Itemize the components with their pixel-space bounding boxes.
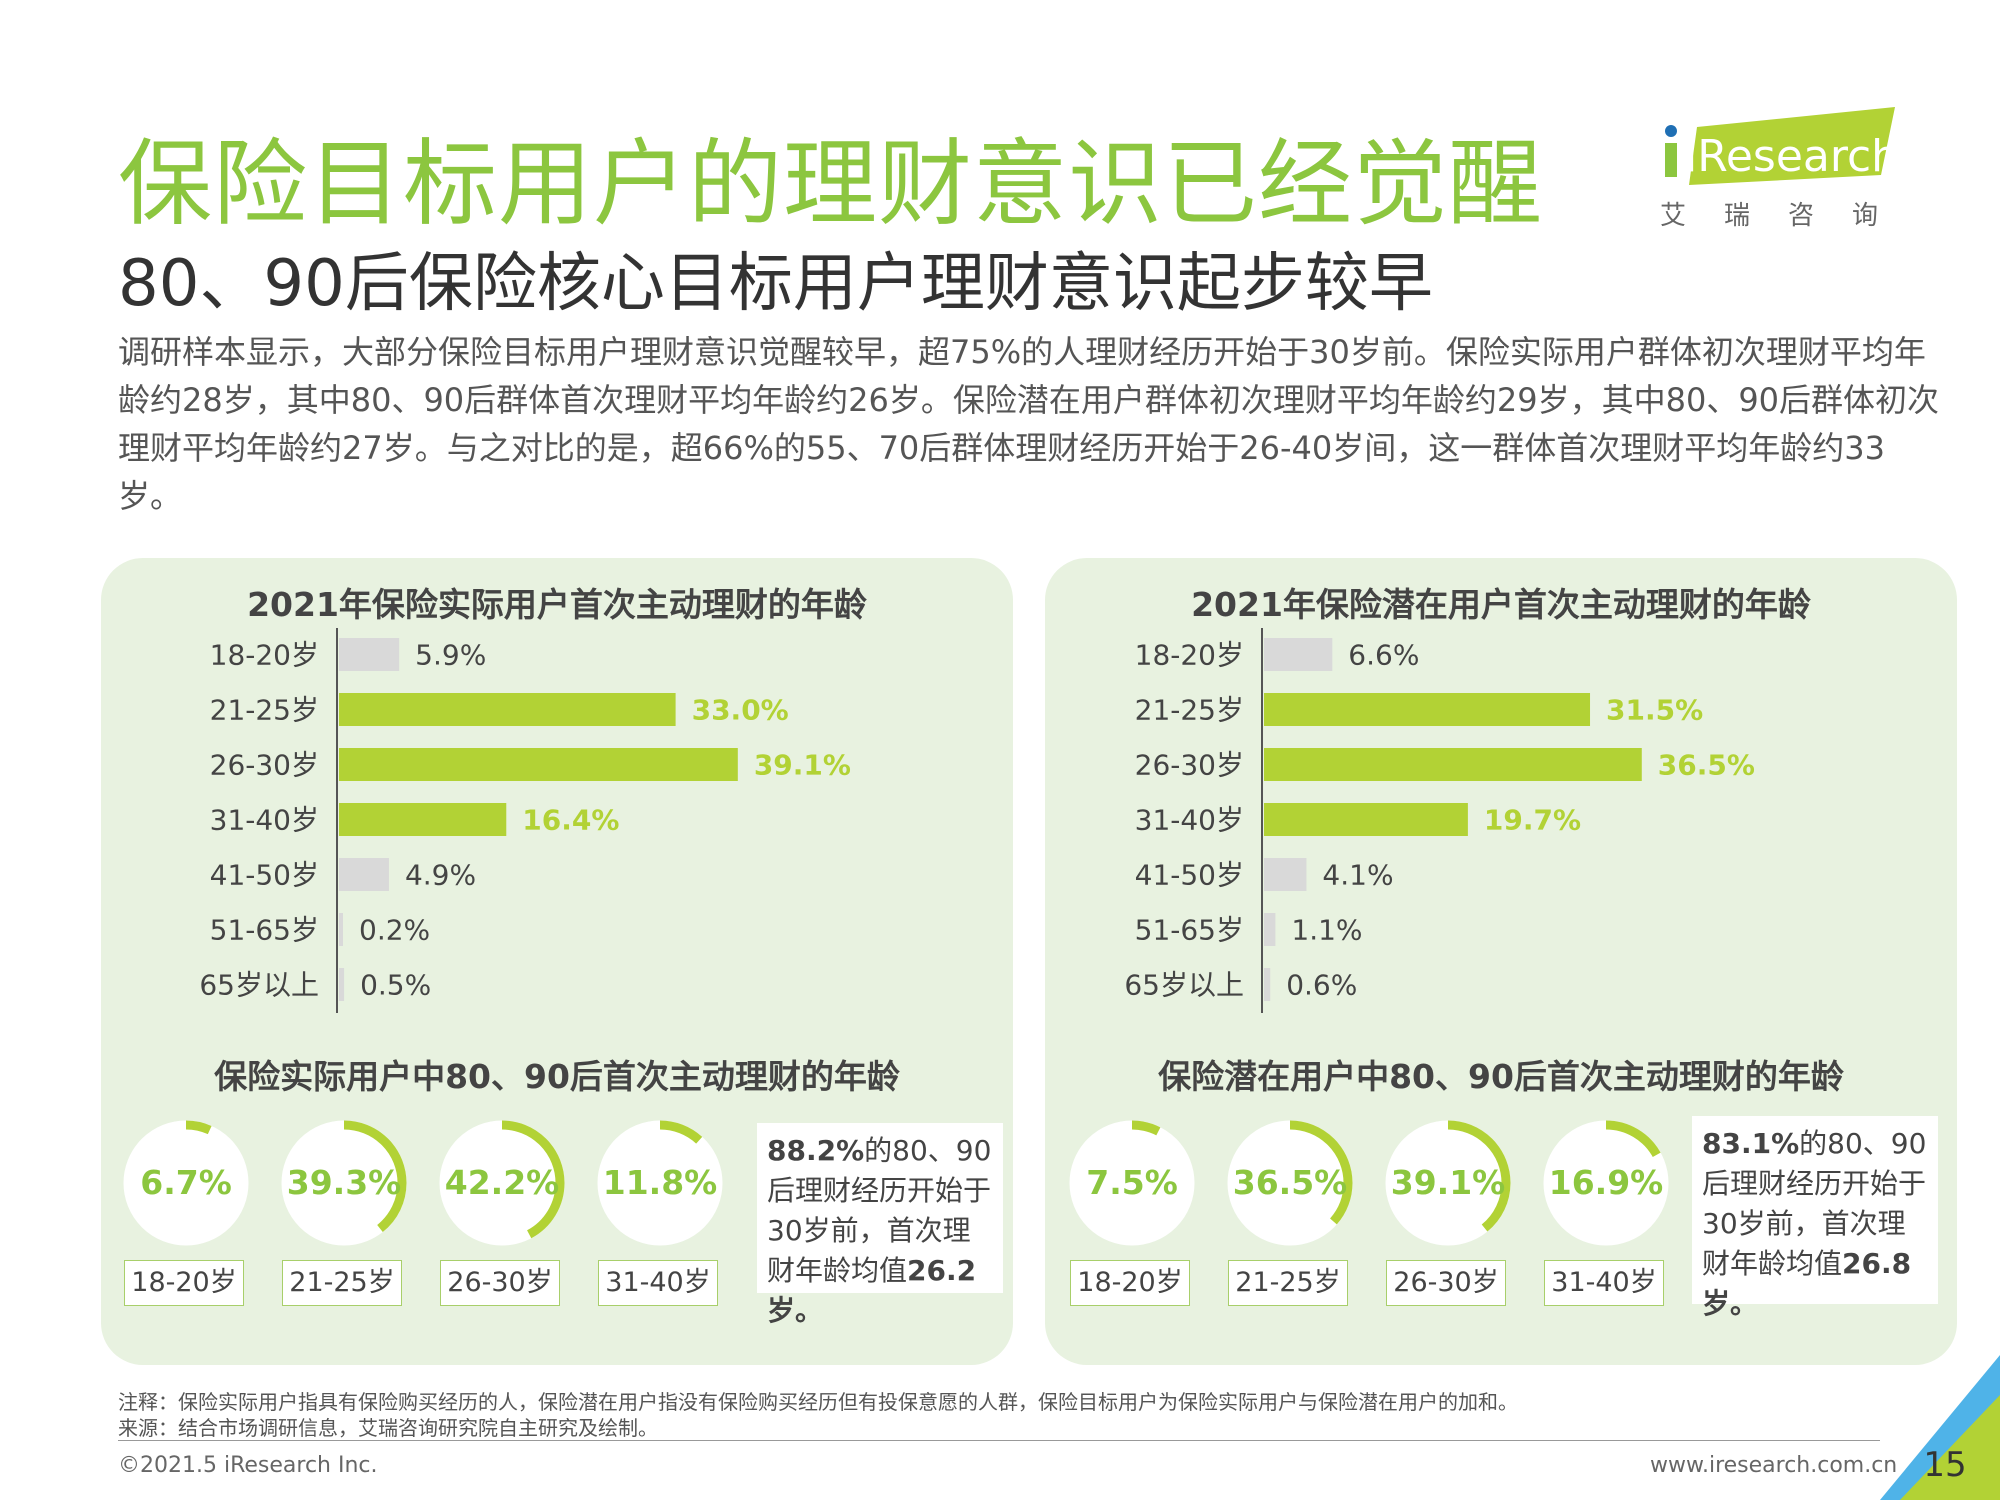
logo-chinese-name: 艾瑞咨询	[1660, 201, 1917, 231]
iresearch-logo: iResearch	[1665, 107, 1895, 185]
copyright: ©2021.5 iResearch Inc.	[118, 1453, 378, 1478]
bar	[339, 968, 345, 1001]
value-label: 39.1%	[754, 749, 851, 782]
potential-users-panel: 2021年保险潜在用户首次主动理财的年龄 18-20岁 6.6% 21-25岁 31.…	[1045, 558, 1957, 1365]
page-description: 调研样本显示，大部分保险目标用户理财意识觉醒较早，超75%的人理财经历开始于30…	[118, 333, 1940, 515]
category-label: 26-30岁	[1135, 749, 1244, 782]
donut-chart: 11.8%	[595, 1118, 725, 1248]
donut-chart: 39.1%	[1383, 1118, 1513, 1248]
category-label: 51-65岁	[210, 914, 319, 947]
website-link[interactable]: www.iresearch.com.cn	[1650, 1453, 1898, 1478]
donut-arc	[1069, 1120, 1195, 1246]
value-label: 33.0%	[692, 694, 789, 727]
page-title: 保险目标用户的理财意识已经觉醒	[118, 130, 1544, 239]
donut-value: 39.1%	[1390, 1163, 1506, 1202]
donut-chart: 42.2%	[437, 1118, 567, 1248]
potential-users-donut-title: 保险潜在用户中80、90后首次主动理财的年龄	[1158, 1057, 1844, 1096]
donut-chart: 36.5%	[1225, 1118, 1355, 1248]
category-label: 31-40岁	[210, 804, 319, 837]
value-label: 6.6%	[1348, 639, 1419, 672]
category-label: 31-40岁	[1135, 804, 1244, 837]
donut-chart: 16.9%	[1541, 1118, 1671, 1248]
value-label: 19.7%	[1484, 804, 1581, 837]
donut-arc	[123, 1120, 249, 1246]
donut-age-label: 21-25岁	[282, 1260, 402, 1306]
bar	[1264, 693, 1591, 726]
value-label: 16.4%	[522, 804, 619, 837]
donut-age-label: 26-30岁	[1386, 1260, 1506, 1306]
donut-chart: 7.5%	[1067, 1118, 1197, 1248]
bar	[339, 803, 507, 836]
value-label: 1.1%	[1291, 914, 1362, 947]
actual-users-panel: 2021年保险实际用户首次主动理财的年龄 18-20岁 5.9% 21-25岁 33.…	[101, 558, 1013, 1365]
donut-value: 36.5%	[1232, 1163, 1348, 1202]
donut-arc	[1543, 1120, 1669, 1246]
donut-arc	[597, 1120, 723, 1246]
bar	[1264, 858, 1307, 891]
footnote-definition: 注释：保险实际用户指具有保险购买经历的人，保险潜在用户指没有保险购买经历但有投保…	[118, 1390, 1518, 1414]
donut-arc	[1227, 1120, 1353, 1246]
actual-users-donut-title: 保险实际用户中80、90后首次主动理财的年龄	[214, 1057, 900, 1096]
bar	[339, 913, 343, 946]
donut-age-label: 18-20岁	[124, 1260, 244, 1306]
bar	[1264, 913, 1276, 946]
donut-value: 11.8%	[602, 1163, 718, 1202]
bar	[1264, 968, 1271, 1001]
donut-age-label: 31-40岁	[598, 1260, 718, 1306]
value-label: 4.1%	[1322, 859, 1393, 892]
value-label: 36.5%	[1658, 749, 1755, 782]
donut-arc	[439, 1120, 565, 1246]
donut-arc	[1385, 1120, 1511, 1246]
category-label: 65岁以上	[1124, 969, 1244, 1002]
donut-value: 7.5%	[1086, 1163, 1178, 1202]
value-label: 4.9%	[405, 859, 476, 892]
value-label: 0.5%	[360, 969, 431, 1002]
potential-users-bar-chart: 18-20岁 6.6% 21-25岁 31.5% 26-30岁 36.5% 31-40岁 19…	[1124, 628, 1755, 1013]
value-label: 0.6%	[1286, 969, 1357, 1002]
donut-value: 42.2%	[444, 1163, 560, 1202]
bar	[339, 693, 676, 726]
category-label: 18-20岁	[210, 639, 319, 672]
category-label: 51-65岁	[1135, 914, 1244, 947]
bar	[339, 638, 400, 671]
category-label: 21-25岁	[210, 694, 319, 727]
footnote-source: 来源：结合市场调研信息，艾瑞咨询研究院自主研究及绘制。	[118, 1416, 658, 1440]
donut-value: 16.9%	[1548, 1163, 1664, 1202]
donut-age-label: 26-30岁	[440, 1260, 560, 1306]
value-label: 5.9%	[415, 639, 486, 672]
donut-value: 6.7%	[140, 1163, 232, 1202]
page-number: 15	[1923, 1445, 1967, 1485]
actual-users-summary-note: 88.2%的80、90后理财经历开始于30岁前，首次理财年龄均值26.2岁。	[757, 1123, 1003, 1327]
actual-users-chart-title: 2021年保险实际用户首次主动理财的年龄	[247, 585, 867, 624]
donut-chart: 6.7%	[121, 1118, 251, 1248]
category-label: 18-20岁	[1135, 639, 1244, 672]
category-label: 41-50岁	[1135, 859, 1244, 892]
category-label: 65岁以上	[199, 969, 319, 1002]
bar	[339, 858, 389, 891]
page-subtitle: 80、90后保险核心目标用户理财意识起步较早	[118, 247, 1433, 321]
bar	[1264, 748, 1642, 781]
potential-users-chart-title: 2021年保险潜在用户首次主动理财的年龄	[1191, 585, 1811, 624]
value-label: 31.5%	[1606, 694, 1703, 727]
corner-decoration	[1880, 1355, 2000, 1500]
bar	[1264, 638, 1333, 671]
donut-arc	[281, 1120, 407, 1246]
actual-users-bar-chart: 18-20岁 5.9% 21-25岁 33.0% 26-30岁 39.1% 31-40岁 16…	[199, 628, 851, 1013]
category-label: 21-25岁	[1135, 694, 1244, 727]
donut-chart: 39.3%	[279, 1118, 409, 1248]
potential-users-summary-note: 83.1%的80、90后理财经历开始于30岁前，首次理财年龄均值26.8岁。	[1692, 1116, 1938, 1320]
logo-text: iResearch	[1685, 131, 1895, 182]
value-label: 0.2%	[359, 914, 430, 947]
bar	[339, 748, 738, 781]
donut-value: 39.3%	[286, 1163, 402, 1202]
donut-age-label: 31-40岁	[1544, 1260, 1664, 1306]
category-label: 41-50岁	[210, 859, 319, 892]
donut-age-label: 21-25岁	[1228, 1260, 1348, 1306]
donut-age-label: 18-20岁	[1070, 1260, 1190, 1306]
category-label: 26-30岁	[210, 749, 319, 782]
bar	[1264, 803, 1468, 836]
footer-divider	[118, 1440, 1880, 1441]
